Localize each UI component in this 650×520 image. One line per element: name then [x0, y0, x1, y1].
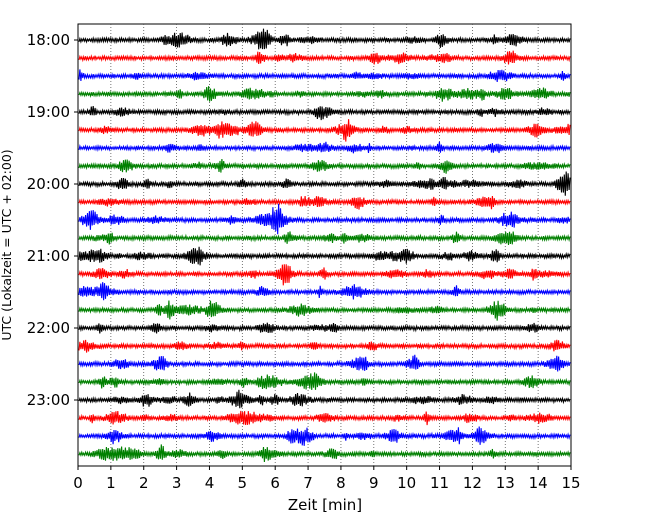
x-tick-label: 14 — [529, 474, 548, 492]
trace-line — [78, 282, 571, 301]
trace-line — [78, 69, 571, 82]
trace-line — [78, 426, 571, 446]
trace-line — [78, 28, 571, 50]
trace-group — [78, 28, 571, 463]
trace-line — [78, 141, 571, 154]
x-tick-label: 1 — [106, 474, 116, 492]
trace-line — [78, 196, 571, 210]
trace-line — [78, 203, 571, 235]
x-tick-label: 15 — [561, 474, 580, 492]
y-tick-label: 20:00 — [27, 175, 70, 193]
trace-line — [78, 159, 571, 174]
x-axis-ticks: 0 1 2 3 4 5 6 7 8 9 10 11 12 13 14 15 — [73, 466, 581, 492]
trace-line — [78, 444, 571, 463]
x-tick-label: 2 — [139, 474, 149, 492]
trace-line — [78, 106, 571, 121]
trace-line — [78, 231, 571, 245]
x-tick-label: 7 — [303, 474, 313, 492]
x-tick-label: 12 — [463, 474, 482, 492]
trace-line — [78, 119, 571, 142]
y-axis-ticks: 18:00 19:00 20:00 21:00 22:00 23:00 — [27, 31, 78, 409]
x-tick-label: 10 — [397, 474, 416, 492]
plot-frame — [77, 23, 572, 467]
trace-line — [78, 372, 571, 390]
trace-line — [78, 86, 571, 102]
trace-line — [78, 171, 571, 196]
trace-line — [78, 410, 571, 426]
y-axis-label: UTC (Lokalzeit = UTC + 02:00) — [0, 149, 14, 340]
x-tick-label: 3 — [172, 474, 182, 492]
trace-line — [78, 264, 571, 286]
x-tick-label: 8 — [336, 474, 346, 492]
x-tick-label: 9 — [369, 474, 379, 492]
trace-line — [78, 50, 571, 65]
y-tick-label: 23:00 — [27, 391, 70, 409]
trace-line — [78, 246, 571, 266]
y-tick-label: 21:00 — [27, 247, 70, 265]
x-tick-label: 6 — [270, 474, 280, 492]
x-tick-label: 13 — [496, 474, 515, 492]
trace-line — [78, 354, 571, 372]
trace-line — [78, 339, 571, 353]
y-tick-label: 18:00 — [27, 31, 70, 49]
x-tick-label: 5 — [238, 474, 248, 492]
x-tick-label: 11 — [430, 474, 449, 492]
trace-line — [78, 300, 571, 321]
x-axis-label: Zeit [min] — [288, 496, 362, 514]
y-tick-label: 22:00 — [27, 319, 70, 337]
x-tick-label: 4 — [205, 474, 215, 492]
x-tick-label: 0 — [73, 474, 83, 492]
trace-line — [78, 389, 571, 409]
y-tick-label: 19:00 — [27, 103, 70, 121]
trace-line — [78, 322, 571, 334]
